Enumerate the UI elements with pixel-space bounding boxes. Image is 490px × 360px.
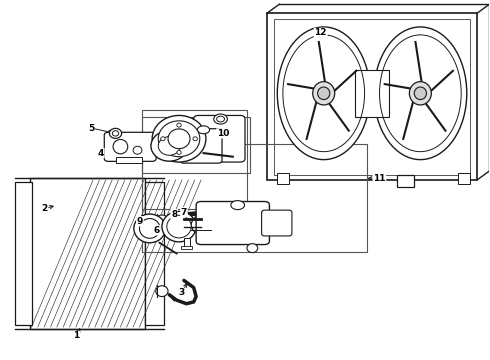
Bar <box>277 173 289 184</box>
Ellipse shape <box>113 139 128 154</box>
Text: 6: 6 <box>154 226 160 235</box>
Ellipse shape <box>109 129 122 138</box>
Bar <box>15 182 32 325</box>
Ellipse shape <box>134 214 166 243</box>
Bar <box>143 144 367 252</box>
Bar <box>267 13 477 180</box>
Ellipse shape <box>158 136 180 155</box>
Text: 10: 10 <box>217 129 229 138</box>
Text: 2: 2 <box>42 204 48 213</box>
Ellipse shape <box>112 131 119 136</box>
Ellipse shape <box>158 121 200 157</box>
Ellipse shape <box>409 82 431 105</box>
Ellipse shape <box>374 27 467 159</box>
Bar <box>30 178 145 329</box>
Bar <box>274 19 470 175</box>
FancyBboxPatch shape <box>196 202 270 244</box>
Ellipse shape <box>177 123 181 127</box>
FancyBboxPatch shape <box>180 129 222 163</box>
Ellipse shape <box>156 286 168 297</box>
FancyBboxPatch shape <box>104 132 156 161</box>
Ellipse shape <box>168 129 190 149</box>
Ellipse shape <box>133 146 142 154</box>
Bar <box>143 110 247 209</box>
Text: 3: 3 <box>178 288 185 297</box>
Ellipse shape <box>156 215 168 226</box>
Ellipse shape <box>162 211 196 242</box>
Bar <box>397 175 415 187</box>
Bar <box>143 117 250 173</box>
Bar <box>355 70 389 117</box>
Text: 11: 11 <box>373 174 386 183</box>
Text: 9: 9 <box>137 217 143 226</box>
Ellipse shape <box>197 126 210 134</box>
Bar <box>181 246 192 249</box>
Bar <box>184 238 190 248</box>
Ellipse shape <box>318 87 330 100</box>
Text: 7: 7 <box>181 208 187 217</box>
Text: 5: 5 <box>88 123 94 132</box>
Ellipse shape <box>247 244 258 253</box>
Text: 4: 4 <box>98 149 104 158</box>
Ellipse shape <box>151 131 188 161</box>
Ellipse shape <box>277 27 370 159</box>
Ellipse shape <box>193 137 197 141</box>
FancyBboxPatch shape <box>262 210 292 236</box>
Ellipse shape <box>231 201 245 210</box>
Bar <box>116 157 143 163</box>
Text: 1: 1 <box>74 332 79 341</box>
Ellipse shape <box>217 116 224 122</box>
Ellipse shape <box>214 114 227 124</box>
Ellipse shape <box>177 150 181 154</box>
FancyBboxPatch shape <box>194 116 245 162</box>
Ellipse shape <box>161 137 165 141</box>
Ellipse shape <box>140 219 160 238</box>
Text: 8: 8 <box>171 210 177 219</box>
Ellipse shape <box>167 215 191 238</box>
Ellipse shape <box>313 82 335 105</box>
Ellipse shape <box>191 216 211 234</box>
Ellipse shape <box>152 116 206 162</box>
Text: 12: 12 <box>315 28 327 37</box>
Ellipse shape <box>414 87 426 100</box>
Bar <box>145 182 164 325</box>
Bar <box>458 173 470 184</box>
